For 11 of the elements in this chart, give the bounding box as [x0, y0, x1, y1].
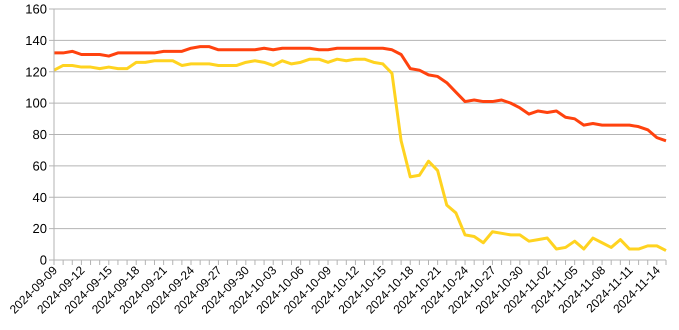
y-tick-label: 160	[25, 2, 47, 17]
y-tick-label: 0	[40, 252, 47, 268]
y-tick-label: 60	[32, 158, 47, 174]
y-tick-label: 80	[32, 127, 47, 142]
y-tick-label: 20	[32, 221, 47, 236]
line-series	[52, 45, 668, 142]
y-tick-label: 40	[32, 190, 47, 205]
line-series	[52, 58, 668, 252]
y-tick-label: 120	[25, 64, 47, 80]
y-tick-label: 100	[25, 96, 47, 111]
y-tick-label: 140	[25, 32, 47, 48]
